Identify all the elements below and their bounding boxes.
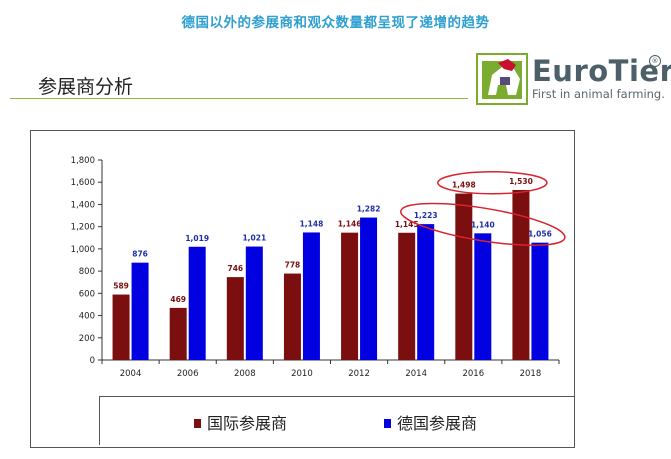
bar-international xyxy=(341,232,359,360)
value-label-german: 1,223 xyxy=(414,211,438,220)
top-caption: 德国以外的参展商和观众数量都呈现了递增的趋势 xyxy=(181,15,490,31)
value-label-german: 876 xyxy=(132,250,148,259)
chart-legend: 国际参展商 德国参展商 xyxy=(99,396,574,445)
x-tick-label: 2014 xyxy=(405,369,427,379)
bar-german xyxy=(474,233,492,360)
x-tick-label: 2006 xyxy=(177,369,199,379)
value-label-international: 1,530 xyxy=(509,177,533,186)
bar-international xyxy=(169,307,187,360)
bar-german xyxy=(531,242,549,360)
y-tick-label: 800 xyxy=(79,267,95,277)
slide-title: 参展商分析 xyxy=(38,76,134,98)
value-label-international: 1,146 xyxy=(338,220,362,229)
value-label-international: 778 xyxy=(285,261,301,270)
value-label-german: 1,282 xyxy=(357,205,381,214)
bar-german xyxy=(360,217,378,360)
x-tick-label: 2012 xyxy=(348,369,370,379)
title-divider xyxy=(10,98,468,99)
value-label-international: 469 xyxy=(170,295,186,304)
y-tick-label: 600 xyxy=(79,289,95,299)
y-tick-label: 1,800 xyxy=(71,156,95,166)
bar-international xyxy=(455,193,473,360)
x-tick-label: 2004 xyxy=(120,369,142,379)
value-label-german: 1,019 xyxy=(185,234,209,243)
bar-international xyxy=(112,294,130,360)
logo-mark xyxy=(476,53,528,105)
bar-german xyxy=(188,246,206,360)
highlight-ellipse-german xyxy=(399,202,566,247)
value-label-international: 1,498 xyxy=(452,181,476,190)
legend-label-international: 国际参展商 xyxy=(207,414,288,433)
registered-mark: ® xyxy=(649,55,661,67)
bar-chart: 0 200 400 600 800 1,000 1,200 1,400 1,600 1,800 58… xyxy=(71,156,566,379)
legend-swatch-german xyxy=(384,419,391,428)
legend-item-german: 德国参展商 xyxy=(384,410,477,434)
bar-international xyxy=(226,277,244,360)
logo-tagline: First in animal farming. xyxy=(532,87,665,101)
bar-german xyxy=(131,262,149,360)
x-tick-label: 2016 xyxy=(462,369,484,379)
bar-international xyxy=(512,190,530,360)
x-tick-label: 2008 xyxy=(234,369,256,379)
y-tick-label: 1,200 xyxy=(71,223,95,233)
value-label-international: 589 xyxy=(113,282,129,291)
value-label-international: 1,145 xyxy=(395,220,419,229)
highlight-ellipse-international xyxy=(437,171,548,195)
y-tick-label: 1,000 xyxy=(71,245,95,255)
bar-german xyxy=(417,224,435,360)
bar-international xyxy=(398,232,416,360)
legend-swatch-international xyxy=(194,419,201,428)
bar-international xyxy=(283,273,301,360)
value-label-german: 1,140 xyxy=(471,220,495,229)
y-tick-label: 400 xyxy=(79,312,95,322)
bar-german xyxy=(245,246,263,360)
value-label-german: 1,021 xyxy=(242,234,266,243)
x-tick-label: 2010 xyxy=(291,369,313,379)
eurotier-logo: EuroTier ® First in animal farming. xyxy=(476,53,671,105)
y-tick-label: 1,600 xyxy=(71,178,95,188)
legend-item-international: 国际参展商 xyxy=(194,410,287,434)
x-tick-label: 2018 xyxy=(520,369,542,379)
y-tick-label: 200 xyxy=(79,334,95,344)
bar-german xyxy=(302,232,320,360)
y-tick-label: 0 xyxy=(90,356,95,366)
y-tick-label: 1,400 xyxy=(71,200,95,210)
value-label-german: 1,056 xyxy=(528,230,552,239)
chart-frame: 0 200 400 600 800 1,000 1,200 1,400 1,600 1,800 58… xyxy=(30,130,575,448)
livestock-icon xyxy=(482,59,522,99)
value-label-international: 746 xyxy=(227,264,243,273)
logo-wordmark: EuroTier xyxy=(532,54,671,88)
legend-label-german: 德国参展商 xyxy=(397,414,478,433)
value-label-german: 1,148 xyxy=(300,219,324,228)
